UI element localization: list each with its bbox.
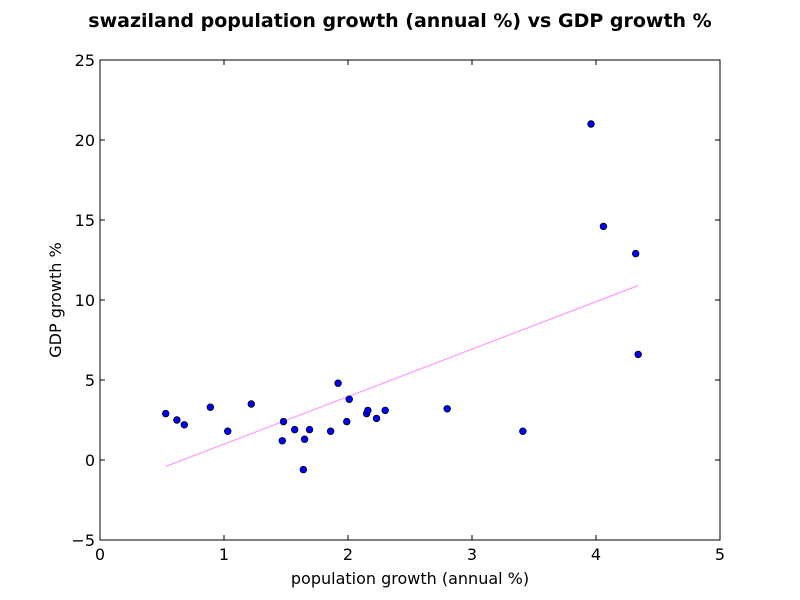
data-point [300, 435, 309, 443]
data-point [224, 427, 232, 435]
y-tick-label: 25 [75, 51, 95, 70]
x-tick-label: 0 [95, 545, 105, 564]
y-tick-label: −5 [71, 531, 95, 550]
data-point [206, 403, 215, 411]
data-point [299, 465, 308, 474]
data-point [180, 421, 189, 429]
data-point [634, 350, 642, 359]
data-point [326, 427, 335, 435]
data-point [334, 379, 342, 387]
x-tick-label: 1 [219, 545, 229, 564]
data-point [381, 406, 389, 415]
chart-title: swaziland population growth (annual %) v… [88, 10, 711, 32]
trend-line [165, 285, 639, 467]
data-point [364, 406, 372, 415]
data-point [443, 405, 451, 413]
data-point [290, 425, 299, 434]
y-tick-label: 20 [75, 131, 95, 150]
x-tick-label: 3 [467, 545, 477, 564]
data-point [343, 417, 351, 426]
data-point [587, 120, 595, 128]
y-axis-label: GDP growth % [46, 242, 65, 357]
x-tick-label: 5 [715, 545, 725, 564]
data-point [247, 400, 255, 408]
data-point [372, 414, 381, 423]
plot-area [162, 120, 642, 474]
x-tick-label: 2 [343, 545, 353, 564]
data-point [599, 222, 608, 231]
data-point [345, 395, 353, 403]
data-point [279, 417, 288, 426]
y-tick-label: 15 [75, 211, 95, 230]
y-tick-label: 5 [85, 371, 95, 390]
data-point [278, 437, 286, 445]
data-point [173, 416, 181, 424]
x-tick-label: 4 [591, 545, 601, 564]
y-tick-label: 10 [75, 291, 95, 310]
data-point [519, 427, 527, 435]
y-tick-label: 0 [85, 451, 95, 470]
data-point [305, 425, 314, 434]
x-axis-label: population growth (annual %) [291, 569, 529, 588]
data-point [162, 409, 170, 418]
data-point [631, 249, 640, 258]
